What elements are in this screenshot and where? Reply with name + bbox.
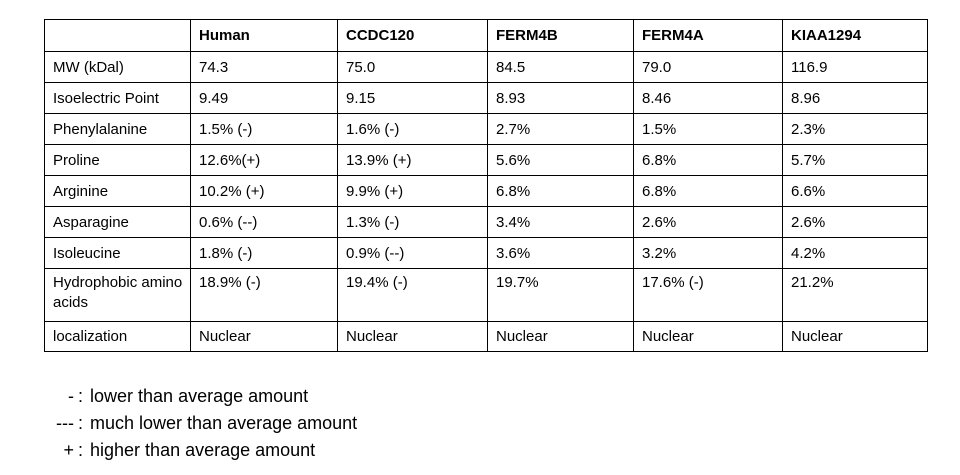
legend-symbol: --- xyxy=(56,413,74,433)
table-row: Phenylalanine 1.5% (-) 1.6% (-) 2.7% 1.5% 2.3… xyxy=(44,113,928,145)
cell: 1.5% (-) xyxy=(190,113,338,145)
protein-comparison-table: Human CCDC120 FERM4B FERM4A KIAA1294 MW (kDa… xyxy=(44,19,928,352)
cell: Nuclear xyxy=(487,321,634,352)
cell: Nuclear xyxy=(633,321,783,352)
legend-separator: : xyxy=(78,413,84,433)
cell: 19.7% xyxy=(487,268,634,322)
table-row: Proline 12.6%(+) 13.9% (+) 5.6% 6.8% 5.7% xyxy=(44,144,928,176)
cell: 2.6% xyxy=(633,206,783,238)
cell: 84.5 xyxy=(487,51,634,83)
header-row: Human CCDC120 FERM4B FERM4A KIAA1294 xyxy=(44,19,928,52)
cell: 9.9% (+) xyxy=(337,175,488,207)
row-label: Isoleucine xyxy=(44,237,191,269)
legend-text: higher than average amount xyxy=(90,440,316,460)
cell: 2.7% xyxy=(487,113,634,145)
legend-symbol: + xyxy=(63,440,74,460)
cell: 19.4% (-) xyxy=(337,268,488,322)
row-label: localization xyxy=(44,321,191,352)
cell: 0.6% (--) xyxy=(190,206,338,238)
cell: 5.6% xyxy=(487,144,634,176)
cell: Nuclear xyxy=(782,321,928,352)
legend-symbol: - xyxy=(68,386,74,406)
cell: 116.9 xyxy=(782,51,928,83)
cell: 8.96 xyxy=(782,82,928,114)
legend-separator: : xyxy=(78,440,84,460)
cell: 21.2% xyxy=(782,268,928,322)
cell: 2.6% xyxy=(782,206,928,238)
cell: 6.8% xyxy=(487,175,634,207)
legend-text: much lower than average amount xyxy=(90,413,358,433)
table-row: localization Nuclear Nuclear Nuclear Nuclear… xyxy=(44,321,928,352)
column-header-human: Human xyxy=(190,19,338,52)
legend-entry: ---: much lower than average amount xyxy=(44,410,357,437)
legend: -: lower than average amount ---: much lowe… xyxy=(44,383,357,464)
table-row: Isoleucine 1.8% (-) 0.9% (--) 3.6% 3.2% 4.2% xyxy=(44,237,928,269)
cell: 75.0 xyxy=(337,51,488,83)
column-header-kiaa1294: KIAA1294 xyxy=(782,19,928,52)
cell: 1.6% (-) xyxy=(337,113,488,145)
cell: 13.9% (+) xyxy=(337,144,488,176)
cell: Nuclear xyxy=(190,321,338,352)
cell: 12.6%(+) xyxy=(190,144,338,176)
row-label: MW (kDal) xyxy=(44,51,191,83)
cell: 1.8% (-) xyxy=(190,237,338,269)
cell: 1.5% xyxy=(633,113,783,145)
cell: 17.6% (-) xyxy=(633,268,783,322)
cell: 3.4% xyxy=(487,206,634,238)
row-label: Arginine xyxy=(44,175,191,207)
row-label: Isoelectric Point xyxy=(44,82,191,114)
cell: 4.2% xyxy=(782,237,928,269)
cell: 6.8% xyxy=(633,175,783,207)
cell: 18.9% (-) xyxy=(190,268,338,322)
row-label: Proline xyxy=(44,144,191,176)
cell: 5.7% xyxy=(782,144,928,176)
column-header-ferm4b: FERM4B xyxy=(487,19,634,52)
row-label: Hydrophobic amino acids xyxy=(44,268,191,322)
cell: 9.49 xyxy=(190,82,338,114)
cell: 6.8% xyxy=(633,144,783,176)
column-header-ferm4a: FERM4A xyxy=(633,19,783,52)
table-row: Arginine 10.2% (+) 9.9% (+) 6.8% 6.8% 6.6% xyxy=(44,175,928,207)
cell: Nuclear xyxy=(337,321,488,352)
cell: 10.2% (+) xyxy=(190,175,338,207)
cell: 79.0 xyxy=(633,51,783,83)
cell: 6.6% xyxy=(782,175,928,207)
cell: 1.3% (-) xyxy=(337,206,488,238)
legend-entry: -: lower than average amount xyxy=(44,383,357,410)
table-row: MW (kDal) 74.3 75.0 84.5 79.0 116.9 xyxy=(44,51,928,83)
cell: 8.46 xyxy=(633,82,783,114)
cell: 0.9% (--) xyxy=(337,237,488,269)
cell: 2.3% xyxy=(782,113,928,145)
row-label: Phenylalanine xyxy=(44,113,191,145)
row-label: Asparagine xyxy=(44,206,191,238)
table-row: Asparagine 0.6% (--) 1.3% (-) 3.4% 2.6% 2.6% xyxy=(44,206,928,238)
legend-separator: : xyxy=(78,386,84,406)
legend-text: lower than average amount xyxy=(90,386,309,406)
table-row: Isoelectric Point 9.49 9.15 8.93 8.46 8.96 xyxy=(44,82,928,114)
table-row: Hydrophobic amino acids 18.9% (-) 19.4% (-… xyxy=(44,268,928,322)
cell: 9.15 xyxy=(337,82,488,114)
cell: 74.3 xyxy=(190,51,338,83)
column-header-ccdc120: CCDC120 xyxy=(337,19,488,52)
legend-entry: +: higher than average amount xyxy=(44,437,357,464)
corner-cell xyxy=(44,19,191,52)
cell: 8.93 xyxy=(487,82,634,114)
cell: 3.2% xyxy=(633,237,783,269)
cell: 3.6% xyxy=(487,237,634,269)
